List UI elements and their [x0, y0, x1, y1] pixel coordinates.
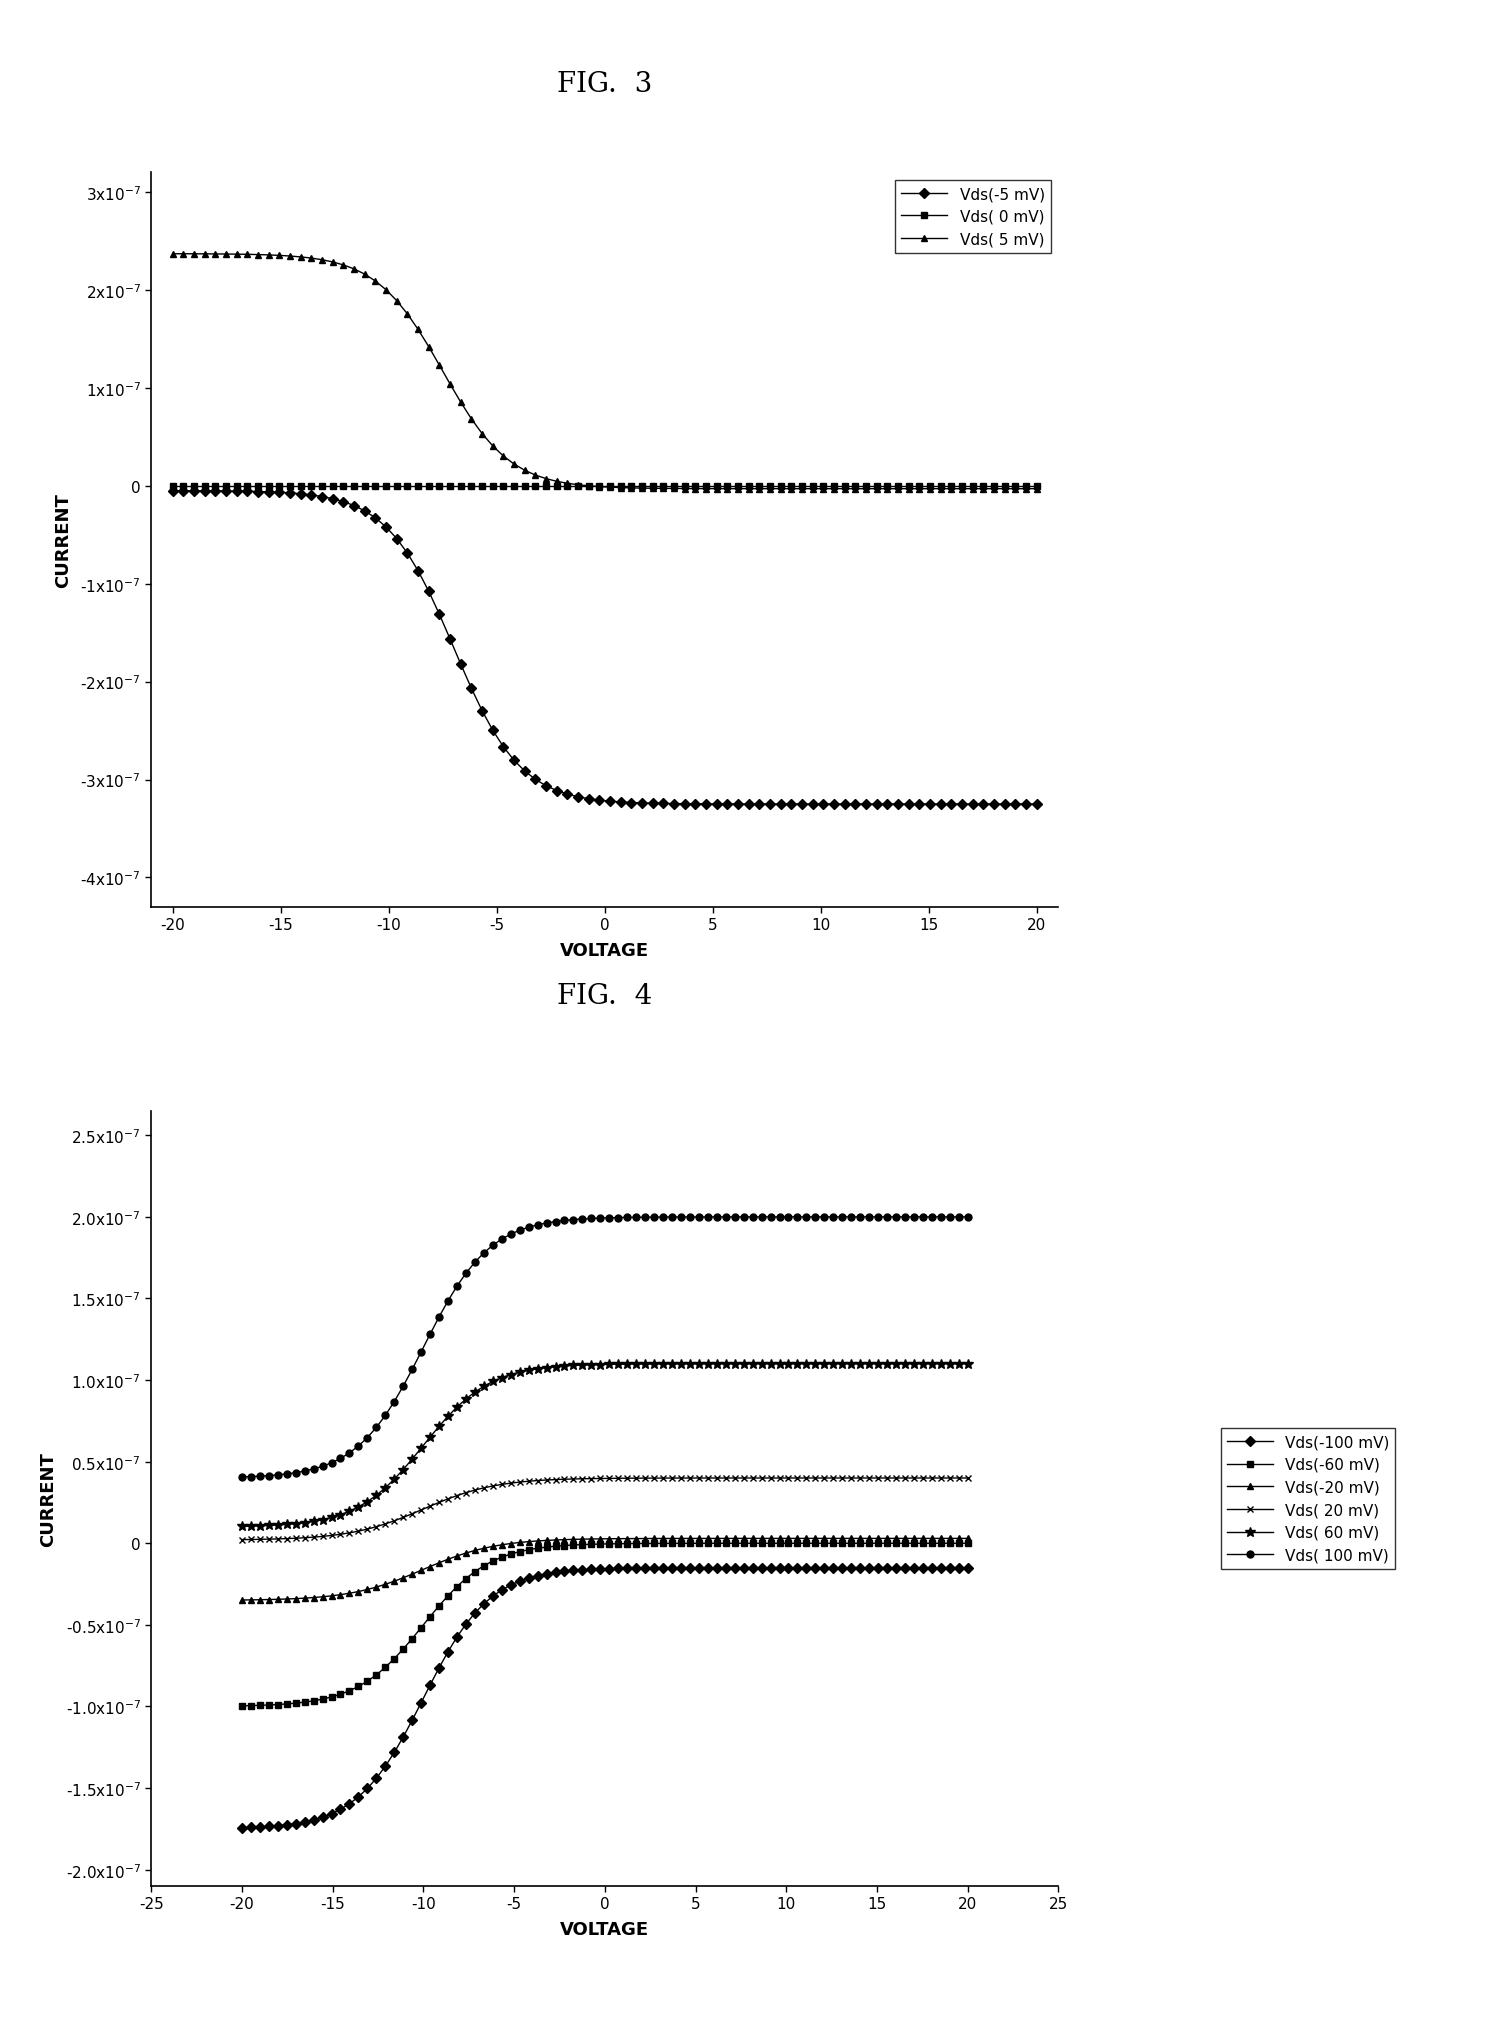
Line: Vds( 0 mV): Vds( 0 mV): [169, 483, 1040, 489]
Vds( 20 mV): [797, 1466, 815, 1491]
Line: Vds(-20 mV): Vds(-20 mV): [239, 1535, 971, 1603]
Vds(-5 mV): [569, 785, 587, 809]
Vds( 0 mV): [1028, 475, 1046, 500]
Vds( 100 mV): [573, 1207, 591, 1232]
Vds(-20 mV): [573, 1527, 591, 1552]
Vds( 20 mV): [959, 1466, 977, 1491]
Vds(-20 mV): [233, 1588, 251, 1613]
Vds( 60 mV): [438, 1405, 457, 1429]
Vds(-100 mV): [959, 1556, 977, 1580]
Vds(-60 mV): [815, 1531, 833, 1556]
Vds(-60 mV): [233, 1694, 251, 1719]
Vds(-20 mV): [797, 1527, 815, 1552]
Vds( 5 mV): [366, 269, 384, 294]
Vds( 20 mV): [429, 1491, 448, 1515]
Vds(-5 mV): [836, 793, 854, 818]
Vds(-20 mV): [404, 1562, 422, 1586]
Vds( 20 mV): [438, 1486, 457, 1511]
Vds(-60 mV): [573, 1533, 591, 1558]
Vds( 60 mV): [233, 1515, 251, 1539]
Vds( 0 mV): [163, 475, 181, 500]
Vds( 100 mV): [233, 1464, 251, 1488]
Line: Vds( 60 mV): Vds( 60 mV): [237, 1360, 972, 1531]
Vds(-100 mV): [404, 1709, 422, 1733]
Text: FIG.  4: FIG. 4: [558, 983, 652, 1009]
Vds( 20 mV): [573, 1466, 591, 1491]
Vds( 60 mV): [573, 1354, 591, 1378]
Vds( 0 mV): [410, 475, 428, 500]
Legend: Vds(-100 mV), Vds(-60 mV), Vds(-20 mV), Vds( 20 mV), Vds( 60 mV), Vds( 100 mV): Vds(-100 mV), Vds(-60 mV), Vds(-20 mV), …: [1220, 1429, 1396, 1568]
Vds(-20 mV): [959, 1527, 977, 1552]
Text: FIG.  3: FIG. 3: [558, 71, 652, 98]
Vds( 0 mV): [836, 475, 854, 500]
Y-axis label: CURRENT: CURRENT: [54, 493, 73, 587]
Vds( 60 mV): [797, 1352, 815, 1376]
Vds(-5 mV): [398, 542, 416, 567]
Vds(-100 mV): [233, 1815, 251, 1839]
Vds(-60 mV): [404, 1627, 422, 1652]
Vds( 0 mV): [857, 475, 875, 500]
Vds(-20 mV): [815, 1527, 833, 1552]
Vds( 0 mV): [569, 475, 587, 500]
X-axis label: VOLTAGE: VOLTAGE: [561, 942, 649, 958]
Vds(-5 mV): [366, 506, 384, 530]
Vds( 5 mV): [836, 477, 854, 502]
Vds(-20 mV): [429, 1552, 448, 1576]
Vds( 60 mV): [815, 1352, 833, 1376]
Vds( 20 mV): [404, 1503, 422, 1527]
Vds(-100 mV): [438, 1639, 457, 1664]
Vds(-60 mV): [797, 1531, 815, 1556]
Vds(-100 mV): [429, 1656, 448, 1680]
Line: Vds( 5 mV): Vds( 5 mV): [169, 251, 1040, 493]
Vds( 20 mV): [815, 1466, 833, 1491]
Line: Vds( 100 mV): Vds( 100 mV): [239, 1213, 971, 1480]
Vds( 5 mV): [1028, 477, 1046, 502]
Vds(-100 mV): [815, 1556, 833, 1580]
Vds(-20 mV): [438, 1548, 457, 1572]
Line: Vds( 20 mV): Vds( 20 mV): [239, 1474, 971, 1544]
Vds( 5 mV): [410, 318, 428, 343]
Vds( 5 mV): [398, 302, 416, 326]
Vds( 5 mV): [857, 477, 875, 502]
Vds( 60 mV): [404, 1448, 422, 1472]
Y-axis label: CURRENT: CURRENT: [39, 1452, 57, 1546]
Vds( 100 mV): [429, 1305, 448, 1329]
Line: Vds(-100 mV): Vds(-100 mV): [239, 1564, 971, 1831]
Vds( 60 mV): [429, 1415, 448, 1440]
Vds(-60 mV): [429, 1594, 448, 1619]
Vds(-5 mV): [163, 479, 181, 504]
Vds( 20 mV): [233, 1527, 251, 1552]
Vds(-5 mV): [410, 559, 428, 583]
Vds(-5 mV): [1028, 793, 1046, 818]
X-axis label: VOLTAGE: VOLTAGE: [561, 1921, 649, 1937]
Vds(-100 mV): [573, 1558, 591, 1582]
Vds(-60 mV): [438, 1584, 457, 1609]
Vds(-100 mV): [797, 1556, 815, 1580]
Legend: Vds(-5 mV), Vds( 0 mV), Vds( 5 mV): Vds(-5 mV), Vds( 0 mV), Vds( 5 mV): [895, 181, 1051, 253]
Vds( 5 mV): [163, 243, 181, 267]
Line: Vds(-60 mV): Vds(-60 mV): [239, 1539, 971, 1709]
Vds( 60 mV): [959, 1352, 977, 1376]
Vds( 0 mV): [366, 475, 384, 500]
Line: Vds(-5 mV): Vds(-5 mV): [169, 487, 1040, 807]
Vds( 100 mV): [959, 1205, 977, 1230]
Vds( 100 mV): [404, 1358, 422, 1382]
Vds( 5 mV): [569, 473, 587, 498]
Vds( 0 mV): [398, 475, 416, 500]
Vds( 100 mV): [815, 1205, 833, 1230]
Vds( 100 mV): [797, 1205, 815, 1230]
Vds(-60 mV): [959, 1531, 977, 1556]
Vds( 100 mV): [438, 1289, 457, 1313]
Vds(-5 mV): [857, 793, 875, 818]
